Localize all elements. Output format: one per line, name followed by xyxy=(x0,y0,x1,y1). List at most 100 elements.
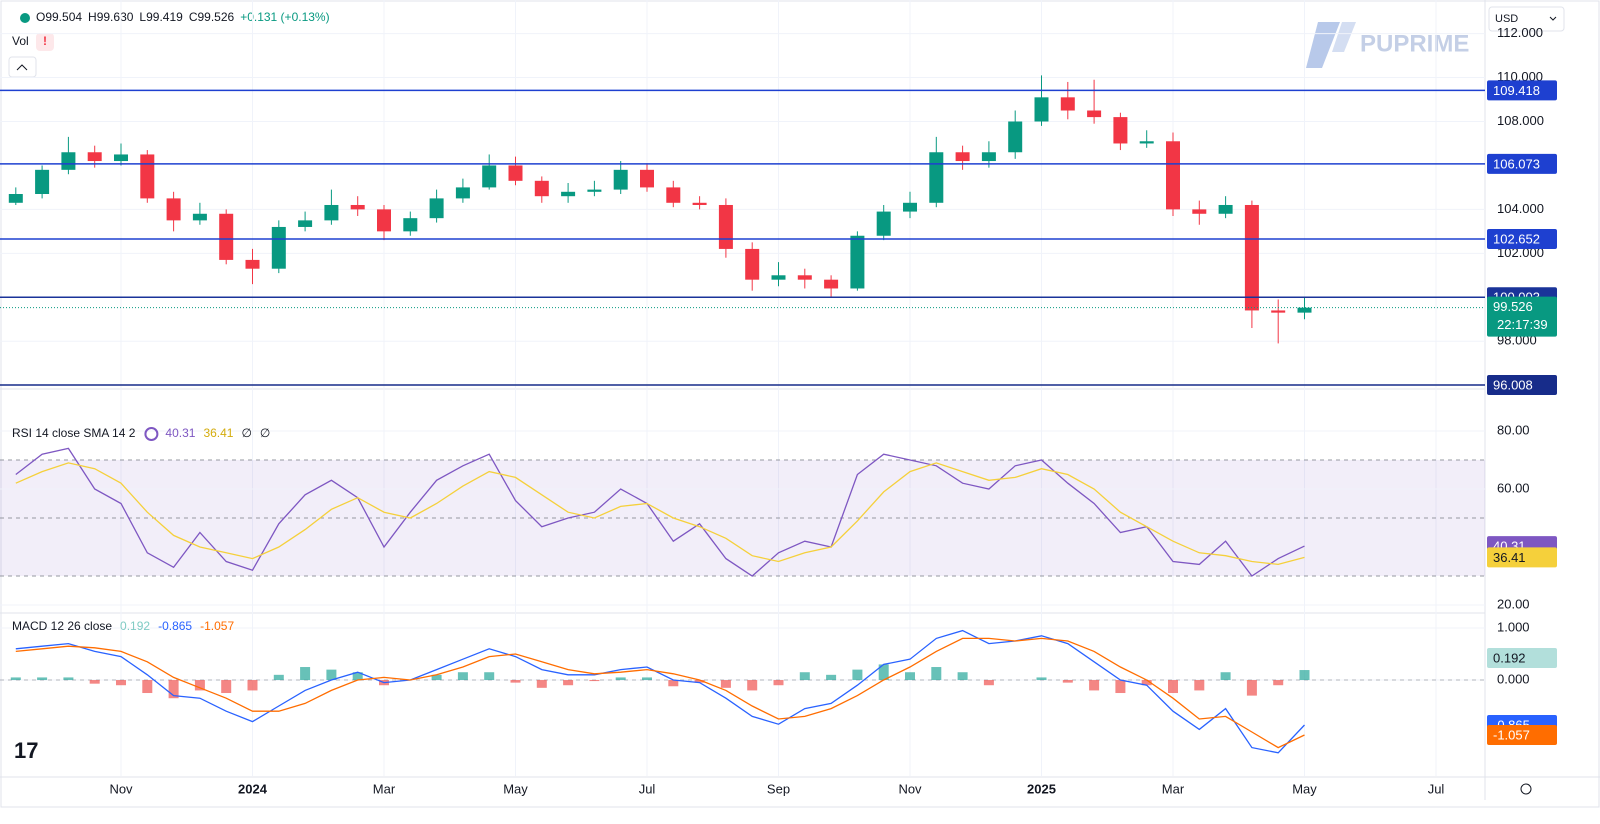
candle-body xyxy=(192,213,207,221)
indicator-value-label-box xyxy=(1487,547,1557,568)
y-tick-label: 0.000 xyxy=(1497,671,1530,686)
settings-icon[interactable] xyxy=(1520,783,1532,795)
histogram-bar xyxy=(116,680,126,686)
histogram-bar xyxy=(720,680,731,688)
candle-body xyxy=(718,204,733,249)
candle-body xyxy=(87,152,102,162)
histogram-bar xyxy=(642,677,652,681)
logo-text: PUPRIME xyxy=(1360,30,1469,57)
indicator-title: RSI 14 close SMA 14 2 xyxy=(12,426,136,440)
indicator-value-label-box xyxy=(1487,648,1557,669)
x-tick-label: 2025 xyxy=(1027,781,1056,796)
warning-icon[interactable] xyxy=(36,33,54,51)
x-tick-label: Mar xyxy=(373,781,396,796)
histogram-bar xyxy=(457,672,468,681)
status-dot xyxy=(20,13,30,23)
candle-body xyxy=(903,202,917,212)
histogram-bar xyxy=(1168,680,1178,694)
candle-body xyxy=(61,152,76,170)
indicator-value: 40.31 xyxy=(165,426,195,440)
collapse-button[interactable] xyxy=(8,56,37,78)
candle-body xyxy=(692,202,707,205)
x-tick-label: May xyxy=(503,781,528,796)
currency-select[interactable] xyxy=(1488,6,1565,32)
level-label-box xyxy=(1487,153,1557,174)
histogram-bar xyxy=(1062,680,1073,683)
warning-mark: ! xyxy=(43,34,47,48)
x-tick-label: Jul xyxy=(639,781,656,796)
y-tick-label: 80.00 xyxy=(1497,422,1530,437)
histogram-bar xyxy=(931,667,942,681)
rsi-line xyxy=(15,447,1305,577)
histogram-bar xyxy=(326,669,337,681)
ohlc-legend: O99.504 xyxy=(36,10,82,24)
candle-body xyxy=(1139,141,1154,144)
indicator-title: MACD 12 26 close xyxy=(12,619,112,633)
y-tick-label: 60.00 xyxy=(1497,480,1530,495)
histogram-bar xyxy=(1273,680,1284,686)
histogram-bar xyxy=(1115,680,1126,694)
histogram-bar xyxy=(799,672,810,681)
histogram-bar xyxy=(10,677,21,681)
last-price-label: 99.526 xyxy=(1493,299,1533,314)
indicator-icon xyxy=(144,427,159,441)
y-tick-label: 104.000 xyxy=(1497,201,1544,216)
x-tick-label: Sep xyxy=(767,781,790,796)
y-tick-label: 1.000 xyxy=(1497,619,1530,634)
candle-body xyxy=(35,169,50,194)
histogram-bar xyxy=(1036,677,1047,681)
histogram-bar xyxy=(983,680,994,686)
volume-label: Vol xyxy=(12,34,29,48)
candle-body xyxy=(508,165,523,181)
candle-body xyxy=(797,275,812,280)
indicator-extra: ∅ xyxy=(260,426,270,440)
histogram-bar xyxy=(1141,680,1152,686)
signal-line xyxy=(15,637,1305,749)
indicator-value: 0.192 xyxy=(120,619,150,633)
level-label-box xyxy=(1487,80,1557,101)
x-tick-label: Nov xyxy=(898,781,922,796)
candle-body xyxy=(1166,141,1180,210)
indicator-value: -0.865 xyxy=(158,619,192,633)
candle-body xyxy=(745,248,760,280)
candle-body xyxy=(324,204,339,221)
candle-body xyxy=(1244,204,1259,311)
histogram-bar xyxy=(484,672,495,681)
y-tick-label: 112.000 xyxy=(1497,25,1543,40)
logo-mark xyxy=(1332,22,1356,52)
ohlc-legend: C99.526 xyxy=(189,10,235,24)
ohlc-legend: +0.131 (+0.13%) xyxy=(240,10,329,24)
histogram-bar xyxy=(1089,680,1100,691)
ohlc-legend: L99.419 xyxy=(139,10,183,24)
candle-body xyxy=(219,213,234,260)
candle-body xyxy=(377,209,391,232)
candle-body xyxy=(1218,204,1233,214)
histogram-bar xyxy=(221,680,232,694)
indicator-value: 36.41 xyxy=(203,426,233,440)
histogram-bar xyxy=(826,674,837,681)
histogram-bar xyxy=(536,680,547,688)
y-tick-label: 110.000 xyxy=(1497,69,1543,84)
level-label-box xyxy=(1487,228,1557,249)
candle-body xyxy=(640,169,654,188)
candle-body xyxy=(955,152,970,162)
last-price-box xyxy=(1487,296,1557,337)
candle-body xyxy=(1087,110,1102,118)
histogram-bar xyxy=(747,680,758,691)
histogram-bar xyxy=(300,667,311,681)
candle-body xyxy=(114,154,128,162)
indicator-extra: ∅ xyxy=(241,426,251,440)
x-tick-label: Nov xyxy=(109,781,133,796)
histogram-bar xyxy=(142,680,153,694)
level-label: 106.073 xyxy=(1493,156,1540,171)
histogram-bar xyxy=(510,680,521,683)
candle-body xyxy=(482,165,497,188)
histogram-bar xyxy=(1246,680,1257,696)
candle-body xyxy=(850,235,865,289)
candle-body xyxy=(824,279,839,289)
candle-body xyxy=(534,180,549,197)
candle-body xyxy=(929,152,944,203)
rsi-sma-line xyxy=(15,462,1305,566)
